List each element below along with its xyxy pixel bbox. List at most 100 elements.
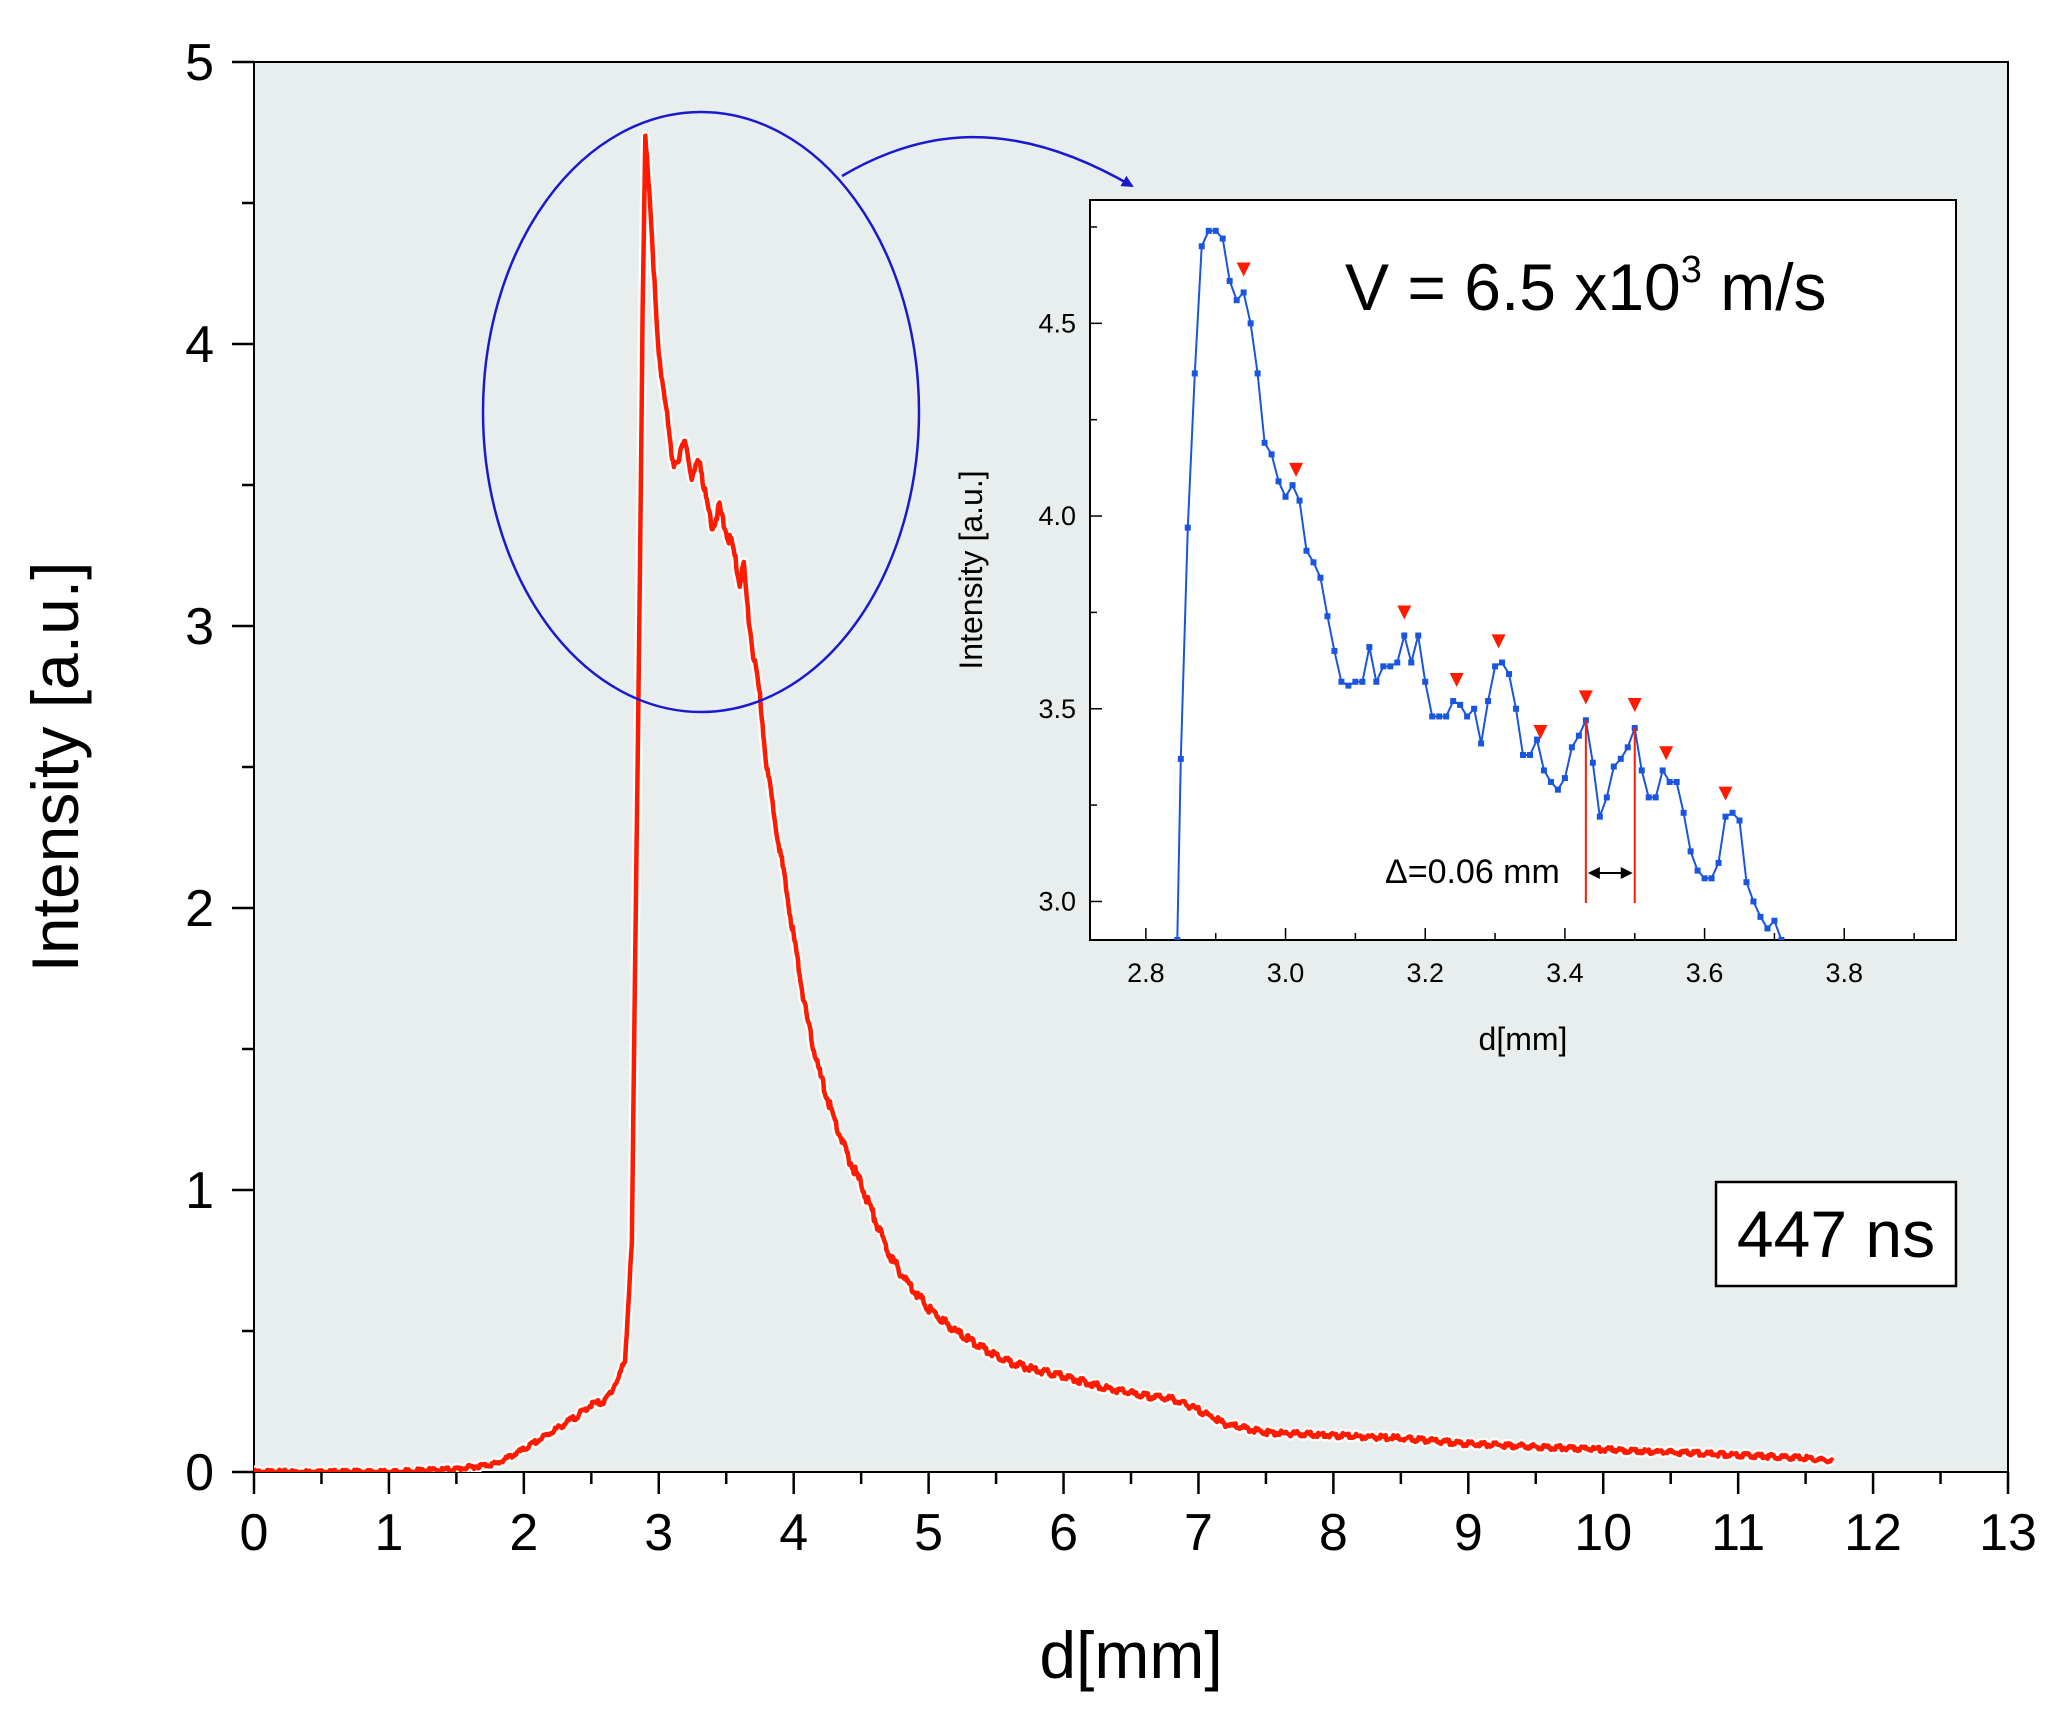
inset-data-point bbox=[1520, 752, 1526, 758]
inset-data-point bbox=[1394, 659, 1401, 666]
inset-data-point bbox=[1778, 937, 1785, 940]
main-x-tick-label: 6 bbox=[1049, 1504, 1078, 1562]
inset-y-axis-title: Intensity [a.u.] bbox=[953, 470, 989, 669]
inset-y-tick-label: 3.5 bbox=[1038, 694, 1076, 724]
inset-data-point bbox=[1659, 767, 1666, 774]
main-y-tick-label: 4 bbox=[185, 316, 214, 374]
inset-data-point bbox=[1310, 559, 1317, 566]
inset-data-point bbox=[1603, 794, 1610, 801]
main-series-group bbox=[254, 131, 1837, 1472]
inset-data-point bbox=[1547, 778, 1554, 785]
inset-peak-marker bbox=[1533, 725, 1548, 739]
inset-series-line-0 bbox=[1176, 229, 1783, 940]
inset-data-point bbox=[1205, 227, 1212, 234]
inset-data-point bbox=[1240, 289, 1247, 296]
main-x-tick-label: 8 bbox=[1319, 1504, 1348, 1562]
inset-data-point bbox=[1254, 370, 1261, 377]
inset-data-point bbox=[1331, 647, 1338, 654]
inset-data-point bbox=[1317, 574, 1324, 581]
main-x-tick-label: 5 bbox=[914, 1504, 943, 1562]
inset-data-point bbox=[1422, 678, 1429, 685]
inset-peak-markers bbox=[1236, 262, 1733, 801]
main-x-tick-label: 11 bbox=[1711, 1504, 1765, 1562]
main-y-tick-label: 1 bbox=[185, 1162, 214, 1220]
inset-y-tick-label: 4.0 bbox=[1038, 501, 1076, 531]
inset-data-point bbox=[1359, 678, 1366, 685]
inset-data-point bbox=[1568, 744, 1575, 751]
zoom-region-ellipse bbox=[481, 110, 921, 714]
velocity-prefix: V = 6.5 x10 bbox=[1345, 250, 1681, 324]
inset-x-tick-label: 3.6 bbox=[1686, 958, 1724, 988]
inset-data-point bbox=[1457, 701, 1464, 708]
inset-data-point bbox=[1352, 678, 1359, 685]
main-y-tick-label: 0 bbox=[185, 1444, 214, 1502]
inset-x-tick-label: 3.8 bbox=[1825, 958, 1863, 988]
inset-data-point bbox=[1233, 297, 1240, 304]
inset-data-point bbox=[1513, 705, 1520, 712]
inset-data-point bbox=[1771, 917, 1778, 924]
inset-data-point bbox=[1736, 817, 1743, 824]
inset-data-point bbox=[1485, 698, 1492, 705]
inset-data-point bbox=[1575, 732, 1582, 739]
inset-data-point bbox=[1387, 663, 1394, 670]
inset-axes: 2.8 3.0 3.2 3.4 3.6 3.8 3.0 3.5 4.0 4.5 bbox=[1038, 226, 1915, 988]
inset-data-point bbox=[1303, 547, 1310, 554]
inset-plot-area bbox=[1089, 199, 1957, 941]
main-x-tick-label: 13 bbox=[1979, 1504, 2037, 1562]
inset-data-point bbox=[1715, 859, 1722, 866]
inset-data-point bbox=[1380, 663, 1387, 670]
inset-data-point bbox=[1722, 813, 1729, 820]
inset-data-point bbox=[1174, 937, 1181, 940]
main-x-tick-label: 7 bbox=[1184, 1504, 1213, 1562]
inset-data-point bbox=[1533, 736, 1540, 743]
inset-data-point bbox=[1429, 713, 1436, 720]
main-x-tick-label: 9 bbox=[1454, 1504, 1483, 1562]
inset-data-point bbox=[1226, 277, 1233, 284]
inset-data-point bbox=[1617, 755, 1624, 762]
inset-data-point bbox=[1401, 632, 1408, 639]
inset-data-point bbox=[1499, 659, 1506, 666]
main-x-tick-label: 2 bbox=[509, 1504, 538, 1562]
inset-data-point bbox=[1526, 752, 1533, 758]
inset-delta-annotation bbox=[1584, 720, 1636, 903]
main-x-tick-label: 3 bbox=[644, 1504, 673, 1562]
inset-data-point bbox=[1191, 370, 1198, 377]
inset-peak-marker bbox=[1491, 634, 1506, 649]
inset-peak-marker bbox=[1397, 605, 1412, 620]
time-annotation-box: 447 ns bbox=[1714, 1180, 1958, 1288]
inset-data-point bbox=[1561, 775, 1568, 782]
inset-data-point bbox=[1338, 678, 1345, 685]
inset-data-point bbox=[1708, 875, 1715, 882]
inset-data-point bbox=[1492, 663, 1499, 670]
inset-data-point bbox=[1743, 879, 1750, 886]
inset-x-axis-title: d[mm] bbox=[1479, 1021, 1568, 1057]
inset-data-point bbox=[1324, 613, 1331, 620]
main-series-line-0 bbox=[254, 133, 1835, 1472]
inset-data-point bbox=[1478, 740, 1485, 747]
velocity-exponent: 3 bbox=[1681, 249, 1702, 291]
inset-data-point bbox=[1373, 678, 1380, 685]
inset-data-point bbox=[1177, 755, 1184, 762]
inset-data-point bbox=[1289, 482, 1296, 489]
inset-data-point bbox=[1666, 778, 1673, 785]
inset-peak-marker bbox=[1578, 690, 1593, 705]
inset-data-point bbox=[1436, 713, 1443, 720]
inset-data-point bbox=[1408, 659, 1415, 666]
inset-data-point bbox=[1275, 478, 1282, 485]
inset-data-point bbox=[1701, 875, 1708, 882]
inset-x-tick-label: 3.0 bbox=[1267, 958, 1305, 988]
inset-data-point bbox=[1645, 794, 1652, 801]
main-y-axis-title: Intensity [a.u.] bbox=[18, 562, 92, 973]
inset-data-point bbox=[1184, 524, 1191, 531]
inset-peak-marker bbox=[1289, 462, 1304, 477]
inset-data-point bbox=[1366, 644, 1373, 651]
time-annotation-label: 447 ns bbox=[1737, 1197, 1935, 1271]
inset-peak-marker bbox=[1718, 786, 1733, 801]
inset-data-point bbox=[1247, 320, 1254, 327]
inset-data-point bbox=[1296, 497, 1303, 504]
main-x-tick-label: 4 bbox=[779, 1504, 808, 1562]
inset-peak-marker bbox=[1627, 698, 1642, 713]
inset-data-point bbox=[1464, 713, 1471, 720]
inset-delta-arrow-left bbox=[1587, 867, 1600, 879]
